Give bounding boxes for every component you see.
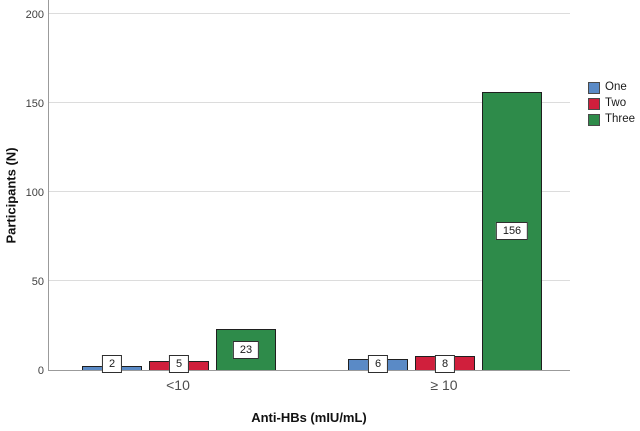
bar-value-label: 2 [101,355,123,373]
bar-value-label: 156 [495,222,529,241]
bar-value-label: 5 [168,355,190,373]
legend-swatch-icon [588,81,600,94]
x-tick-label-2: ≥ 10 [430,377,458,393]
y-tick-label-150: 150 [25,98,44,110]
legend-label: Three [605,113,636,125]
y-tick-label-100: 100 [25,187,44,199]
gridline-y-200 [49,13,570,14]
y-tick-label-200: 200 [25,9,44,21]
legend-item-two: Two [588,97,635,110]
legend-label: One [605,81,627,93]
plot-area: 2 5 23 6 8 156 [48,0,570,373]
x-tick-label-1: <10 [166,377,190,393]
bar-value-label: 8 [434,355,456,373]
legend-swatch-icon [588,97,600,110]
legend-swatch-icon [588,113,600,126]
legend: One Two Three [588,81,635,126]
gridline-y-100 [49,191,570,192]
y-tick-label-50: 50 [31,276,44,288]
y-tick-label-0: 0 [37,365,44,377]
legend-item-three: Three [588,113,635,126]
bar-value-label: 6 [367,355,389,373]
gridline-y-150 [49,102,570,103]
legend-item-one: One [588,81,635,94]
x-axis-title: Anti-HBs (mIU/mL) [251,410,367,425]
gridline-y-50 [49,280,570,281]
legend-label: Two [605,97,627,109]
bar-value-label: 23 [232,340,260,359]
